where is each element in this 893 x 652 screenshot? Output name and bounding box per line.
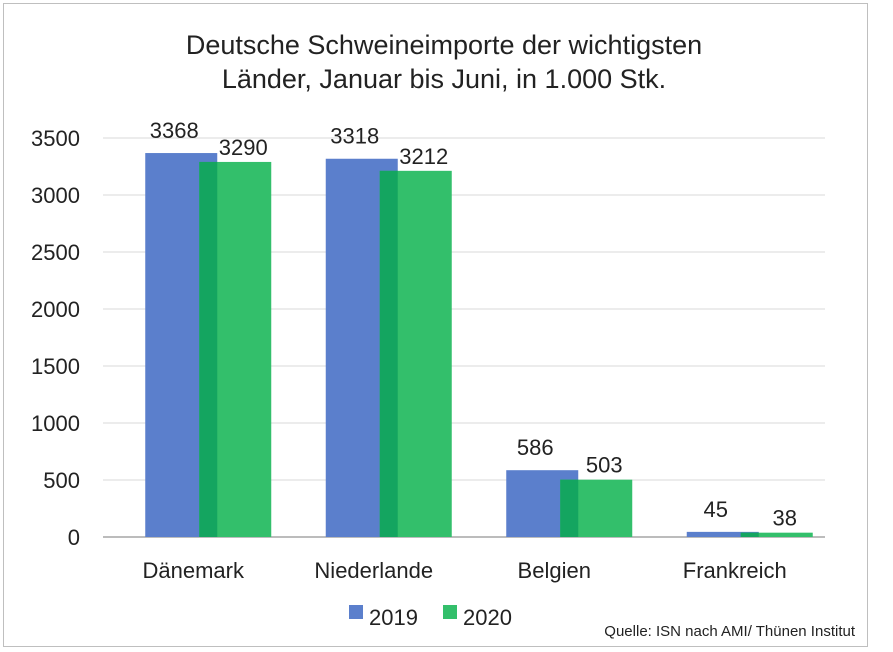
data-label-2020: 3212 [399, 144, 448, 169]
bars [145, 153, 813, 538]
bar-2019 [686, 531, 759, 537]
data-label-2020: 38 [773, 506, 797, 531]
y-tick-label: 2000 [31, 297, 80, 322]
y-tick-label: 0 [68, 525, 80, 550]
y-tick-label: 1000 [31, 411, 80, 436]
source-note: Quelle: ISN nach AMI/ Thünen Institut [604, 623, 856, 640]
data-labels: 3368 3290 3318 3212 586 503 45 38 [150, 118, 797, 531]
legend: 2019 2020 [349, 605, 512, 630]
x-category-label: Belgien [518, 558, 591, 583]
legend-label: 2020 [463, 605, 512, 630]
x-category-label: Frankreich [683, 558, 787, 583]
bar-overlap [740, 532, 759, 537]
data-label-2019: 45 [704, 497, 728, 522]
bar-overlap [379, 170, 398, 537]
chart-title-line-2: Länder, Januar bis Juni, in 1.000 Stk. [222, 64, 666, 94]
legend-swatch [349, 605, 363, 619]
data-label-2020: 503 [586, 453, 623, 478]
data-label-2020: 3290 [219, 135, 268, 160]
y-tick-label: 3500 [31, 126, 80, 151]
bar-2020 [740, 532, 813, 537]
data-label-2019: 586 [517, 435, 554, 460]
x-category-label: Niederlande [314, 558, 433, 583]
y-tick-label: 500 [43, 468, 80, 493]
y-tick-label: 3000 [31, 183, 80, 208]
bar-overlap [199, 161, 218, 537]
y-axis: 0 500 1000 1500 2000 2500 3000 3500 [31, 126, 80, 550]
y-tick-label: 1500 [31, 354, 80, 379]
y-tick-label: 2500 [31, 240, 80, 265]
chart-title-line-1: Deutsche Schweineimporte der wichtigsten [186, 30, 702, 60]
legend-swatch [443, 605, 457, 619]
bar-overlap [560, 479, 579, 537]
legend-label: 2019 [369, 605, 418, 630]
data-label-2019: 3368 [150, 118, 199, 143]
x-axis: Dänemark Niederlande Belgien Frankreich [143, 558, 787, 583]
x-category-label: Dänemark [143, 558, 245, 583]
data-label-2019: 3318 [330, 124, 379, 149]
